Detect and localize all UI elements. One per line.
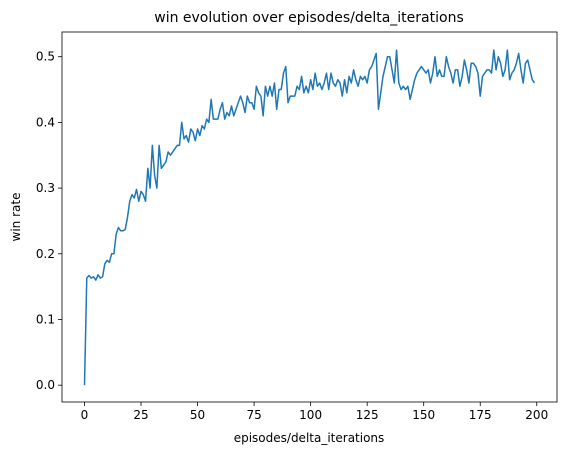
y-tick-label: 0.3 (36, 181, 55, 195)
x-tick-label: 150 (412, 408, 435, 422)
x-axis-label: episodes/delta_iterations (234, 431, 385, 445)
y-axis-label: win rate (9, 193, 23, 242)
y-tick-label: 0.4 (36, 115, 55, 129)
x-tick-label: 25 (133, 408, 148, 422)
plot-frame (61, 31, 558, 403)
x-tick-label: 125 (356, 408, 379, 422)
x-tick-label: 100 (299, 408, 322, 422)
y-tick-label: 0.2 (36, 247, 55, 261)
line-series (83, 49, 536, 386)
x-tick-label: 50 (190, 408, 205, 422)
chart-title: win evolution over episodes/delta_iterat… (154, 10, 463, 26)
x-tick-label: 175 (469, 408, 492, 422)
x-tick-label: 75 (246, 408, 261, 422)
y-tick-label: 0.0 (36, 378, 55, 392)
y-tick-label: 0.5 (36, 50, 55, 64)
y-tick-label: 0.1 (36, 312, 55, 326)
x-tick-label: 200 (525, 408, 548, 422)
x-tick-label: 0 (81, 408, 89, 422)
